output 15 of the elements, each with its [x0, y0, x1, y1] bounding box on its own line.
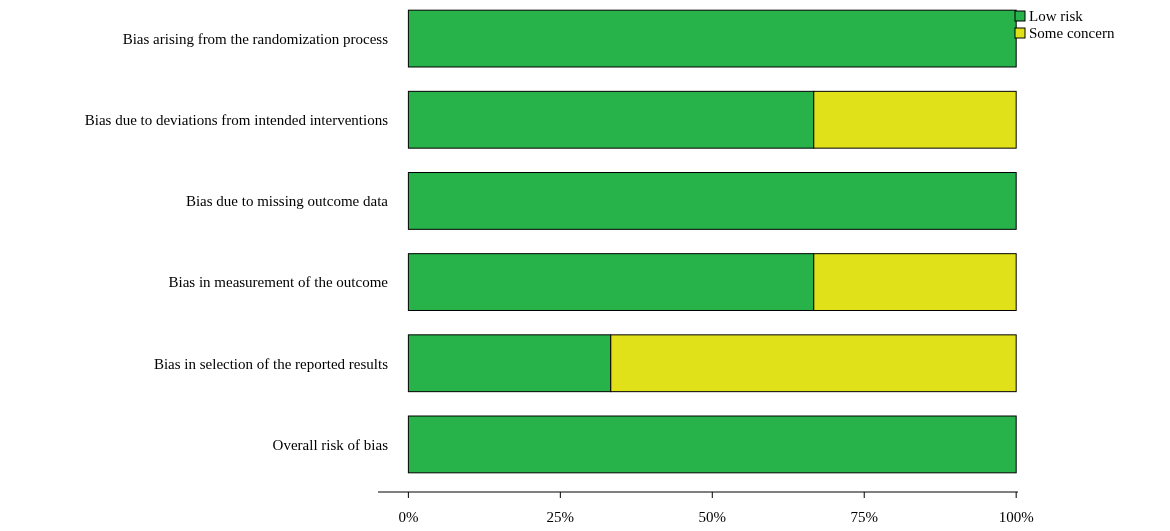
bar	[407, 172, 1017, 230]
series-label: Some concern	[1029, 25, 1115, 42]
x-tick-label: 0%	[398, 509, 419, 525]
y-tick-label: Bias arising from the randomization process	[122, 30, 389, 47]
y-tick-label: Overall risk of bias	[272, 436, 389, 453]
x-tick-label: 100%	[998, 509, 1034, 525]
y-tick-label: Bias due to deviations from intended interventions	[84, 112, 389, 128]
x-tick-label: 75%	[850, 509, 878, 525]
bar	[407, 415, 1017, 474]
legend-label: Low risk	[1029, 8, 1084, 25]
x-tick-label: 25%	[546, 509, 575, 525]
y-tick-label: Bias in selection of the reported results	[153, 355, 389, 372]
x-tick-label: 50%	[698, 509, 727, 525]
y-tick-label: Bias in measurement of the outcome	[168, 274, 389, 291]
y-tick-label: Bias due to missing outcome data	[185, 193, 389, 210]
